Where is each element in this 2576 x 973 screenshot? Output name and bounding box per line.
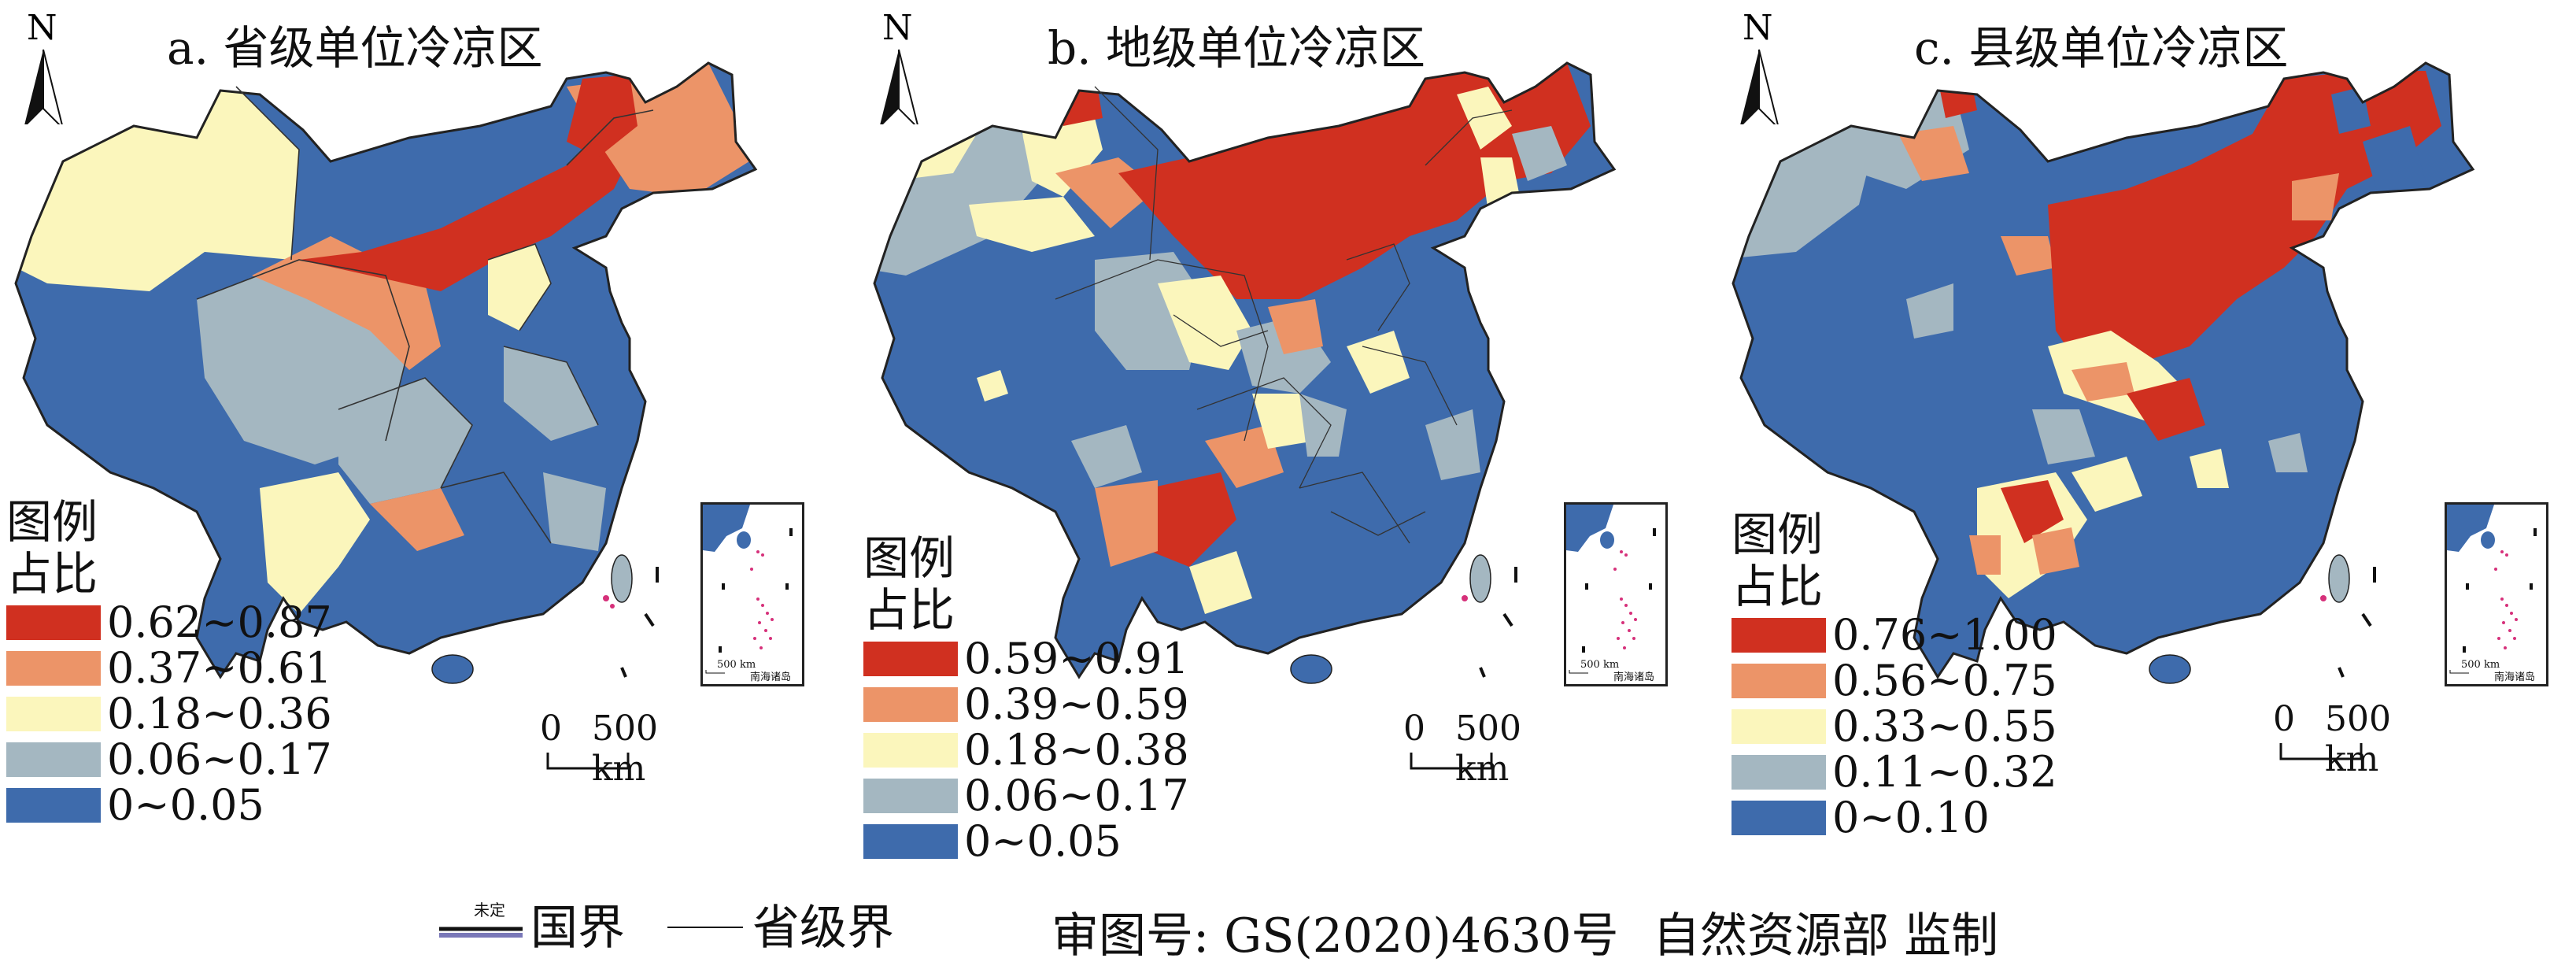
inset-scale-label: 500 km [1580,659,1620,671]
inset-scale-label: 500 km [717,659,756,671]
north-label: N [1743,8,1773,48]
legend-item: 0.59~0.91 [863,636,1189,682]
legend-item: 0.37~0.61 [6,646,332,691]
panel-title: a. 省级单位冷凉区 [167,21,543,75]
south-china-sea-inset: 500 km 南海诸岛 [1564,502,1668,686]
legend-item: 0~0.05 [863,819,1189,864]
inset-scale-label: 500 km [2461,659,2500,671]
legend-subheader: 占比 [6,547,98,601]
provincial-border-symbol [667,927,743,928]
china-map-prefecture-level [873,61,1617,684]
panel-title: b. 地级单位冷凉区 [1048,21,1426,75]
scale-bar: 0 500 km [540,708,658,789]
inset-label: 南海诸岛 [750,671,792,683]
panel-county: c. 县级单位冷凉区 N 图例 占比 0.76~1.00 0.56~0.75 0… [1717,0,2576,882]
undetermined-label: 未定 [474,901,505,919]
north-arrow-icon: N [24,8,63,124]
border-legend: 未定 国界 省级界 [438,897,926,960]
south-china-sea-inset: 500 km 南海诸岛 [2445,502,2548,686]
china-map-county-level [1732,61,2475,684]
legend-header: 图例 [863,531,955,585]
legend-item: 0.62~0.87 [6,600,332,646]
legend-item: 0.18~0.36 [6,691,332,737]
legend-item: 0.11~0.32 [1732,749,2057,795]
provincial-border-label: 省级界 [752,901,894,956]
inset-label: 南海诸岛 [2494,671,2536,683]
national-border-symbol [439,927,523,938]
north-arrow-icon: N [880,8,918,124]
legend-item: 0.56~0.75 [1732,658,2057,704]
legend: 图例 占比 0.62~0.87 0.37~0.61 0.18~0.36 0.06… [6,496,332,828]
panel-prefecture: b. 地级单位冷凉区 N 图例 占比 0.59~0.91 0.39~0.59 0… [859,0,1717,882]
scale-bar: 0 500 km [2273,699,2391,779]
south-china-sea-inset: 500 km 南海诸岛 [700,502,804,686]
legend-item: 0.18~0.38 [863,727,1189,773]
north-label: N [27,8,57,48]
legend: 图例 占比 0.76~1.00 0.56~0.75 0.33~0.55 0.11… [1732,509,2057,841]
approval-number: 审图号: GS(2020)4630号 [1051,908,1619,964]
legend-item: 0.33~0.55 [1732,704,2057,749]
authority-credit: 自然资源部 监制 [1653,908,1999,964]
legend-item: 0.39~0.59 [863,682,1189,727]
north-arrow-icon: N [1740,8,1779,124]
legend-header: 图例 [6,495,98,549]
legend-subheader: 占比 [863,583,955,637]
panel-province: a. 省级单位冷凉区 N 图例 占比 0.62~0.87 0.37~0.61 0… [0,0,859,882]
north-label: N [882,8,913,48]
china-map-province-level [14,61,758,684]
legend: 图例 占比 0.59~0.91 0.39~0.59 0.18~0.38 0.06… [863,532,1189,864]
legend-item: 0.06~0.17 [863,773,1189,819]
legend-item: 0~0.10 [1732,795,2057,841]
legend-item: 0~0.05 [6,782,332,828]
scale-bar: 0 500 km [1403,708,1521,789]
panel-title: c. 县级单位冷凉区 [1914,21,2289,75]
inset-label: 南海诸岛 [1613,671,1655,683]
legend-header: 图例 [1732,508,1824,561]
legend-item: 0.76~1.00 [1732,612,2057,658]
legend-subheader: 占比 [1732,560,1824,613]
legend-item: 0.06~0.17 [6,737,332,782]
national-border-label: 国界 [530,901,625,956]
